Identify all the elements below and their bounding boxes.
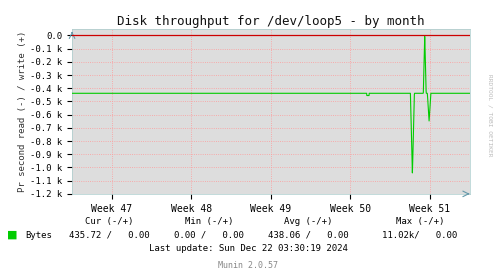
Text: RRDTOOL / TOBI OETIKER: RRDTOOL / TOBI OETIKER [487,74,492,157]
Text: 438.06 /   0.00: 438.06 / 0.00 [268,231,348,240]
Y-axis label: Pr second read (-) / write (+): Pr second read (-) / write (+) [18,31,27,192]
Text: Munin 2.0.57: Munin 2.0.57 [219,261,278,270]
Text: Bytes: Bytes [25,231,52,240]
Text: Min (-/+): Min (-/+) [184,217,233,226]
Text: Last update: Sun Dec 22 03:30:19 2024: Last update: Sun Dec 22 03:30:19 2024 [149,244,348,253]
Text: Cur (-/+): Cur (-/+) [85,217,134,226]
Text: ■: ■ [7,230,18,240]
Text: Avg (-/+): Avg (-/+) [284,217,332,226]
Text: Max (-/+): Max (-/+) [396,217,444,226]
Text: 435.72 /   0.00: 435.72 / 0.00 [69,231,150,240]
Text: 0.00 /   0.00: 0.00 / 0.00 [174,231,244,240]
Text: 11.02k/   0.00: 11.02k/ 0.00 [382,231,458,240]
Title: Disk throughput for /dev/loop5 - by month: Disk throughput for /dev/loop5 - by mont… [117,15,424,28]
